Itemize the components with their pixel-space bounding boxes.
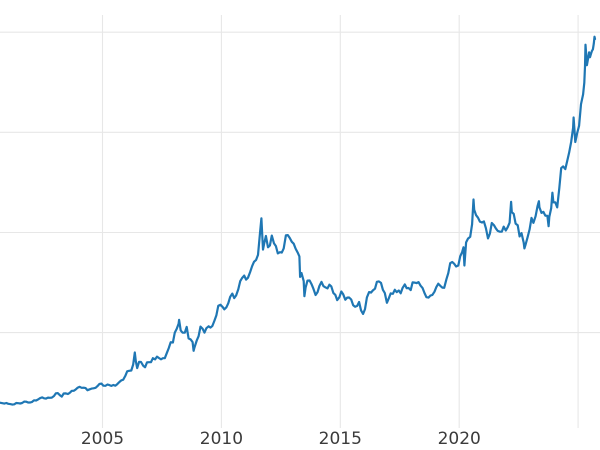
price-line-series bbox=[0, 35, 597, 406]
gridlines bbox=[0, 15, 600, 428]
x-tick-label-2015: 2015 bbox=[319, 429, 362, 449]
x-tick-label-2005: 2005 bbox=[81, 429, 124, 449]
x-tick-label-2010: 2010 bbox=[200, 429, 243, 449]
x-tick-label-2020: 2020 bbox=[438, 429, 481, 449]
x-axis-tick-labels: 2005 2010 2015 2020 bbox=[81, 429, 481, 449]
